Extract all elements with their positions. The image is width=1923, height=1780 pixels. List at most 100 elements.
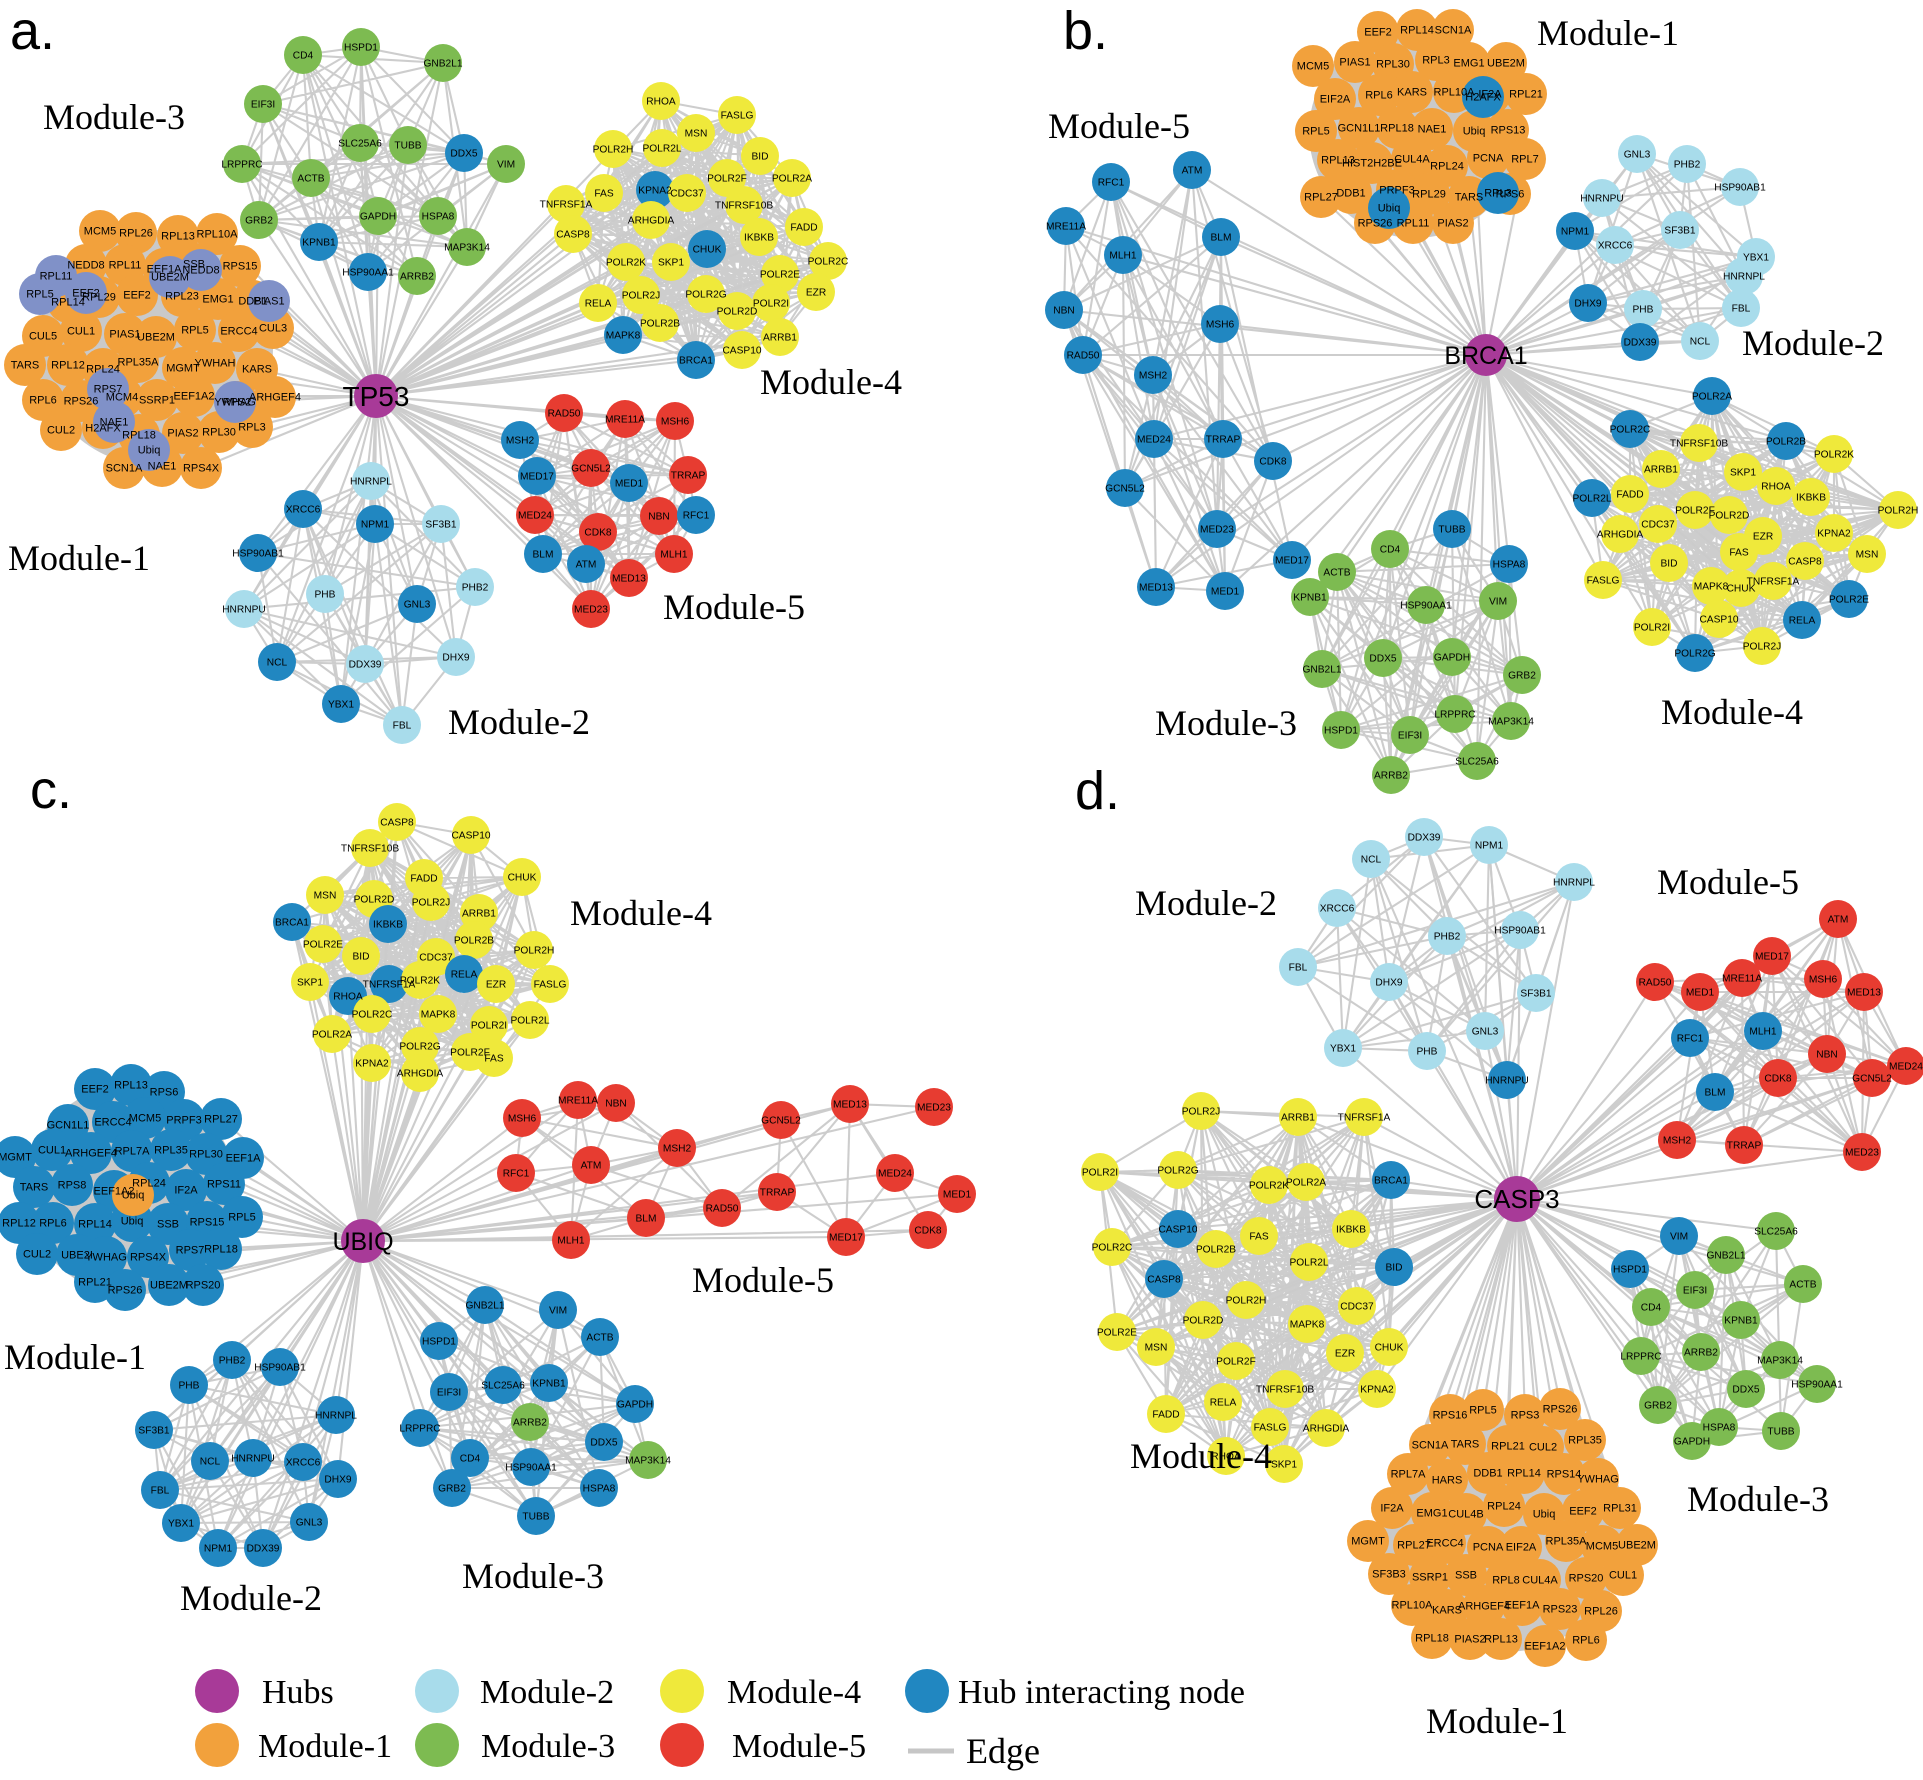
svg-text:Ubiq: Ubiq <box>1533 1509 1556 1521</box>
svg-text:GCN5L2: GCN5L2 <box>571 464 611 475</box>
svg-text:RPS26: RPS26 <box>108 1285 143 1297</box>
svg-text:MSN: MSN <box>314 891 337 902</box>
svg-text:MED17: MED17 <box>520 472 554 483</box>
svg-text:RPL30: RPL30 <box>1376 59 1410 71</box>
svg-text:CD4: CD4 <box>1380 545 1401 556</box>
svg-text:IF2A: IF2A <box>1380 1503 1404 1515</box>
svg-text:PIAS2: PIAS2 <box>167 428 198 440</box>
svg-text:CASP8: CASP8 <box>556 230 590 241</box>
svg-text:RHOA: RHOA <box>1761 482 1791 493</box>
svg-text:YWHAH: YWHAH <box>195 358 236 370</box>
svg-text:CD4: CD4 <box>293 51 314 62</box>
svg-text:RPL30: RPL30 <box>189 1149 223 1161</box>
svg-text:SSB: SSB <box>1455 1570 1477 1582</box>
svg-text:RPL10A: RPL10A <box>1392 1600 1434 1612</box>
svg-text:NCL: NCL <box>1361 855 1382 866</box>
svg-text:RPL3: RPL3 <box>1484 188 1512 200</box>
svg-text:TUBB: TUBB <box>522 1512 549 1523</box>
svg-text:FAS: FAS <box>1729 548 1748 559</box>
svg-text:SF3B1: SF3B1 <box>138 1426 169 1437</box>
svg-text:POLR2J: POLR2J <box>1182 1107 1221 1118</box>
svg-text:RPL29: RPL29 <box>1412 189 1446 201</box>
svg-text:LRPPRC: LRPPRC <box>1620 1352 1661 1363</box>
svg-text:ARHGDIA: ARHGDIA <box>628 216 675 227</box>
svg-text:EIF2A: EIF2A <box>1506 1542 1537 1554</box>
svg-text:IKBKB: IKBKB <box>1336 1225 1366 1236</box>
svg-text:RPS7: RPS7 <box>94 384 123 396</box>
svg-text:GNB2L1: GNB2L1 <box>1706 1251 1745 1262</box>
svg-text:FASLG: FASLG <box>721 111 754 122</box>
svg-text:DDX5: DDX5 <box>1732 1385 1760 1396</box>
svg-text:KPNA2: KPNA2 <box>1360 1385 1394 1396</box>
svg-text:POLR2L: POLR2L <box>642 144 681 155</box>
svg-text:CDC37: CDC37 <box>1340 1302 1374 1313</box>
svg-text:RHOA: RHOA <box>333 992 363 1003</box>
svg-text:ARRB1: ARRB1 <box>763 333 797 344</box>
svg-text:GNL3: GNL3 <box>404 600 431 611</box>
svg-text:RPS13: RPS13 <box>1491 125 1526 137</box>
svg-text:RPS20: RPS20 <box>1569 1573 1604 1585</box>
svg-text:SCN1A: SCN1A <box>106 463 143 475</box>
svg-text:POLR2H: POLR2H <box>514 946 555 957</box>
svg-text:SLC25A6: SLC25A6 <box>1455 757 1499 768</box>
svg-text:HIST2H2BE: HIST2H2BE <box>1342 158 1402 170</box>
svg-text:Module-4: Module-4 <box>727 1674 861 1711</box>
svg-text:ARRB2: ARRB2 <box>1684 1348 1718 1359</box>
svg-text:POLR2D: POLR2D <box>354 895 395 906</box>
svg-text:RELA: RELA <box>585 299 612 310</box>
svg-text:HSPD1: HSPD1 <box>344 43 378 54</box>
svg-text:MSH6: MSH6 <box>1809 975 1838 986</box>
svg-text:d.: d. <box>1075 761 1120 821</box>
svg-text:CASP10: CASP10 <box>1699 615 1738 626</box>
svg-text:Module-1: Module-1 <box>258 1728 392 1765</box>
svg-text:Edge: Edge <box>966 1731 1040 1771</box>
svg-text:a.: a. <box>10 1 55 61</box>
svg-text:UBE2M: UBE2M <box>1487 58 1525 70</box>
svg-text:NPM1: NPM1 <box>1475 841 1504 852</box>
svg-text:RPS26: RPS26 <box>1358 218 1393 230</box>
svg-text:BRCA1: BRCA1 <box>275 918 309 929</box>
svg-text:TNFRSF1A: TNFRSF1A <box>363 980 416 991</box>
svg-text:NBN: NBN <box>648 512 670 523</box>
svg-text:POLR2F: POLR2F <box>707 174 747 185</box>
svg-text:CASP8: CASP8 <box>1147 1275 1181 1286</box>
svg-text:ATM: ATM <box>576 560 597 571</box>
svg-text:TUBB: TUBB <box>1767 1427 1794 1438</box>
svg-text:CDC37: CDC37 <box>670 189 704 200</box>
svg-text:RPL18: RPL18 <box>204 1244 238 1256</box>
svg-text:FAS: FAS <box>484 1054 503 1065</box>
svg-text:POLR2I: POLR2I <box>753 299 789 310</box>
svg-text:KARS: KARS <box>242 364 272 376</box>
svg-text:VIM: VIM <box>1489 597 1507 608</box>
svg-text:EIF3I: EIF3I <box>1683 1286 1707 1297</box>
svg-text:ARHGEF4: ARHGEF4 <box>65 1148 117 1160</box>
svg-text:TNFRSF1A: TNFRSF1A <box>1747 577 1800 588</box>
svg-text:RPS11: RPS11 <box>207 1179 241 1191</box>
svg-text:MRE11A: MRE11A <box>1722 974 1762 985</box>
svg-text:IF2A: IF2A <box>1478 89 1502 101</box>
svg-text:EEF2: EEF2 <box>123 290 151 302</box>
svg-text:TRRAP: TRRAP <box>1206 435 1241 446</box>
svg-text:BID: BID <box>353 952 370 963</box>
svg-text:BRCA1: BRCA1 <box>679 356 713 367</box>
svg-text:RPL13: RPL13 <box>114 1080 148 1092</box>
svg-text:ARRB1: ARRB1 <box>1644 465 1678 476</box>
svg-text:MGMT: MGMT <box>0 1152 32 1164</box>
svg-text:GAPDH: GAPDH <box>360 212 396 223</box>
svg-text:RPL18: RPL18 <box>122 430 156 442</box>
svg-text:RPL14: RPL14 <box>78 1219 112 1231</box>
svg-text:RHOA: RHOA <box>646 97 676 108</box>
svg-text:CUL3: CUL3 <box>259 323 287 335</box>
svg-text:MED23: MED23 <box>1845 1148 1879 1159</box>
svg-text:SKP1: SKP1 <box>658 258 684 269</box>
svg-text:XRCC6: XRCC6 <box>1320 904 1355 915</box>
svg-text:SLC25A6: SLC25A6 <box>481 1381 525 1392</box>
svg-text:BID: BID <box>1661 559 1678 570</box>
svg-text:KPNB1: KPNB1 <box>1293 593 1327 604</box>
svg-text:VIM: VIM <box>549 1306 567 1317</box>
svg-text:POLR2B: POLR2B <box>1196 1245 1236 1256</box>
svg-text:MLH1: MLH1 <box>660 550 688 561</box>
svg-text:RPS6: RPS6 <box>1496 189 1525 201</box>
svg-text:SLC25A6: SLC25A6 <box>338 139 382 150</box>
svg-text:EEF2: EEF2 <box>72 288 100 300</box>
